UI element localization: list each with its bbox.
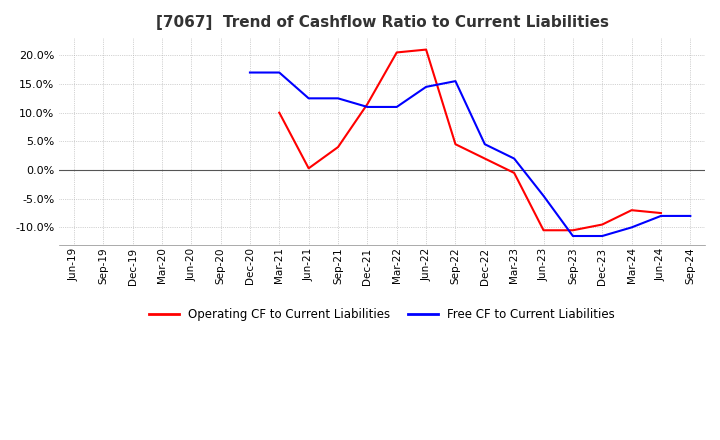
Title: [7067]  Trend of Cashflow Ratio to Current Liabilities: [7067] Trend of Cashflow Ratio to Curren… [156, 15, 608, 30]
Legend: Operating CF to Current Liabilities, Free CF to Current Liabilities: Operating CF to Current Liabilities, Fre… [145, 303, 619, 326]
